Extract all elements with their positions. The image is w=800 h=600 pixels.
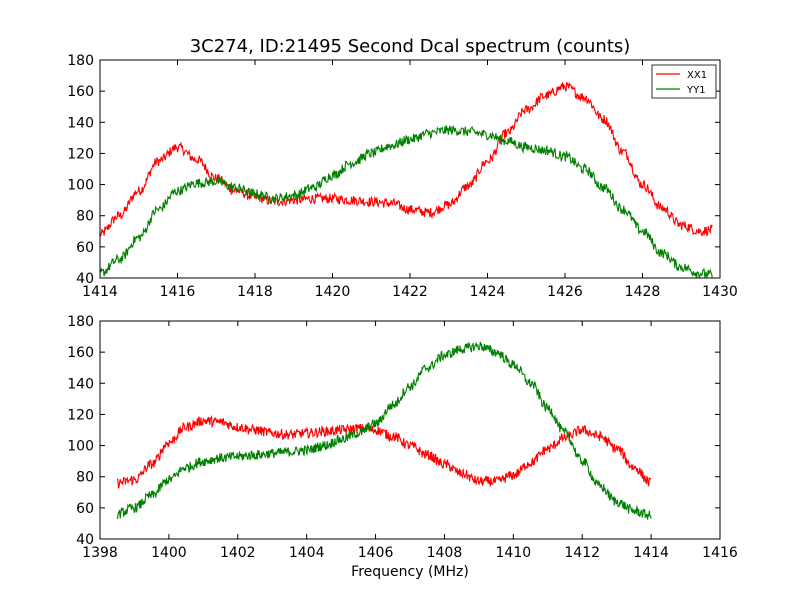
figure-title: 3C274, ID:21495 Second Dcal spectrum (co… [190, 36, 631, 57]
x-tick-label: 1414 [82, 284, 118, 300]
x-tick-label: 1410 [496, 545, 532, 561]
x-tick-label: 1428 [625, 284, 661, 300]
y-tick-label: 120 [67, 146, 94, 162]
x-tick-label: 1420 [315, 284, 351, 300]
series-line-yy1 [100, 124, 713, 278]
legend-label: XX1 [687, 70, 707, 81]
x-tick-label: 1404 [289, 545, 325, 561]
x-tick-label: 1426 [547, 284, 583, 300]
legend-label: YY1 [686, 85, 706, 96]
y-tick-label: 100 [67, 439, 94, 455]
series-line-xx1 [100, 81, 713, 237]
x-tick-label: 1412 [564, 545, 600, 561]
y-tick-label: 140 [67, 376, 94, 392]
y-tick-label: 100 [67, 178, 94, 194]
x-tick-label: 1418 [237, 284, 273, 300]
x-tick-label: 1400 [151, 545, 187, 561]
legend-box [651, 64, 717, 99]
x-tick-label: 1416 [702, 545, 738, 561]
y-tick-label: 80 [76, 209, 94, 225]
series-line-xx1 [116, 414, 652, 490]
y-tick-label: 160 [67, 345, 94, 361]
y-tick-label: 180 [67, 314, 94, 330]
y-tick-label: 120 [67, 407, 94, 423]
y-tick-label: 60 [76, 240, 94, 256]
top-panel: 1414 1416 1418 1420 1422 1424 1426 1428 1430 40 60… [67, 53, 738, 300]
plot-area [116, 341, 652, 520]
y-tick-label: 40 [76, 532, 94, 548]
y-tick-label: 160 [67, 84, 94, 100]
x-tick-label: 1414 [633, 545, 669, 561]
x-tick-label: 1422 [392, 284, 428, 300]
axes-frame [99, 320, 721, 540]
x-tick-label: 1424 [470, 284, 506, 300]
y-tick-label: 40 [76, 271, 94, 287]
y-tick-label: 180 [67, 53, 94, 69]
y-tick-label: 140 [67, 115, 94, 131]
x-tick-label: 1408 [427, 545, 463, 561]
y-tick-label: 80 [76, 470, 94, 486]
x-axis-label: Frequency (MHz) [351, 564, 469, 580]
plot-area [100, 81, 713, 278]
x-tick-label: 1430 [702, 284, 738, 300]
x-tick-label: 1406 [358, 545, 394, 561]
x-tick-label: 1398 [82, 545, 118, 561]
x-tick-label: 1416 [160, 284, 196, 300]
bottom-panel: 1398 1400 1402 1404 1406 1408 1410 1412 1414 1416… [67, 314, 738, 580]
x-tick-label: 1402 [220, 545, 256, 561]
y-tick-label: 60 [76, 501, 94, 517]
series-line-yy1 [116, 341, 652, 520]
